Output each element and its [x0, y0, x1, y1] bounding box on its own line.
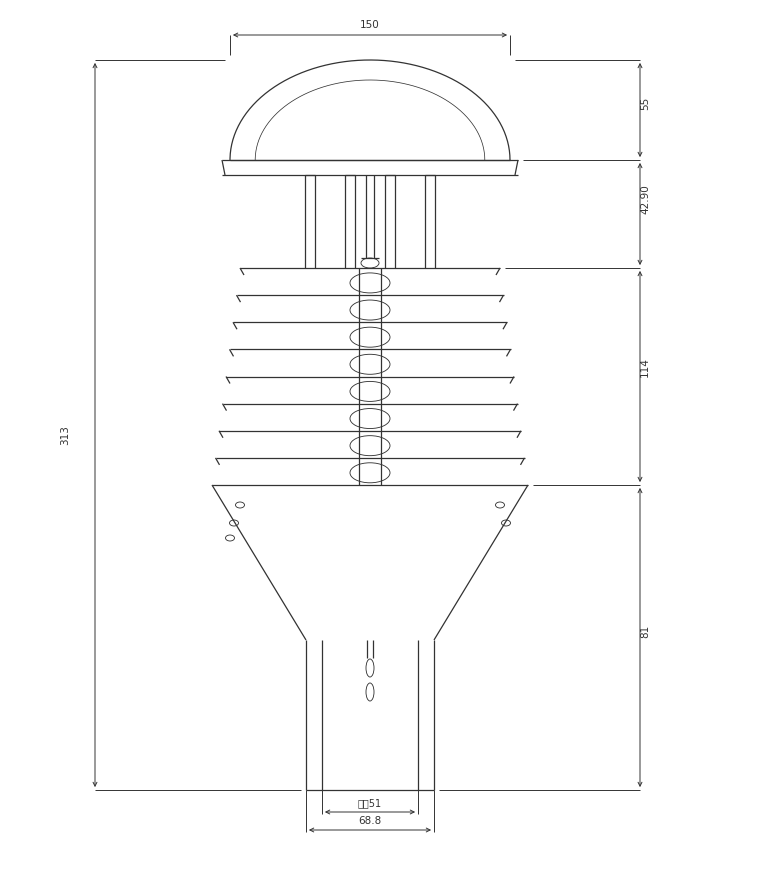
Text: 68.8: 68.8 [358, 816, 382, 826]
Text: 150: 150 [360, 20, 380, 30]
Text: 81: 81 [640, 624, 650, 637]
Text: 42.90: 42.90 [640, 184, 650, 214]
Text: 313: 313 [60, 425, 70, 445]
Text: 55: 55 [640, 97, 650, 110]
Text: 内径51: 内径51 [358, 798, 382, 808]
Text: 114: 114 [640, 356, 650, 377]
